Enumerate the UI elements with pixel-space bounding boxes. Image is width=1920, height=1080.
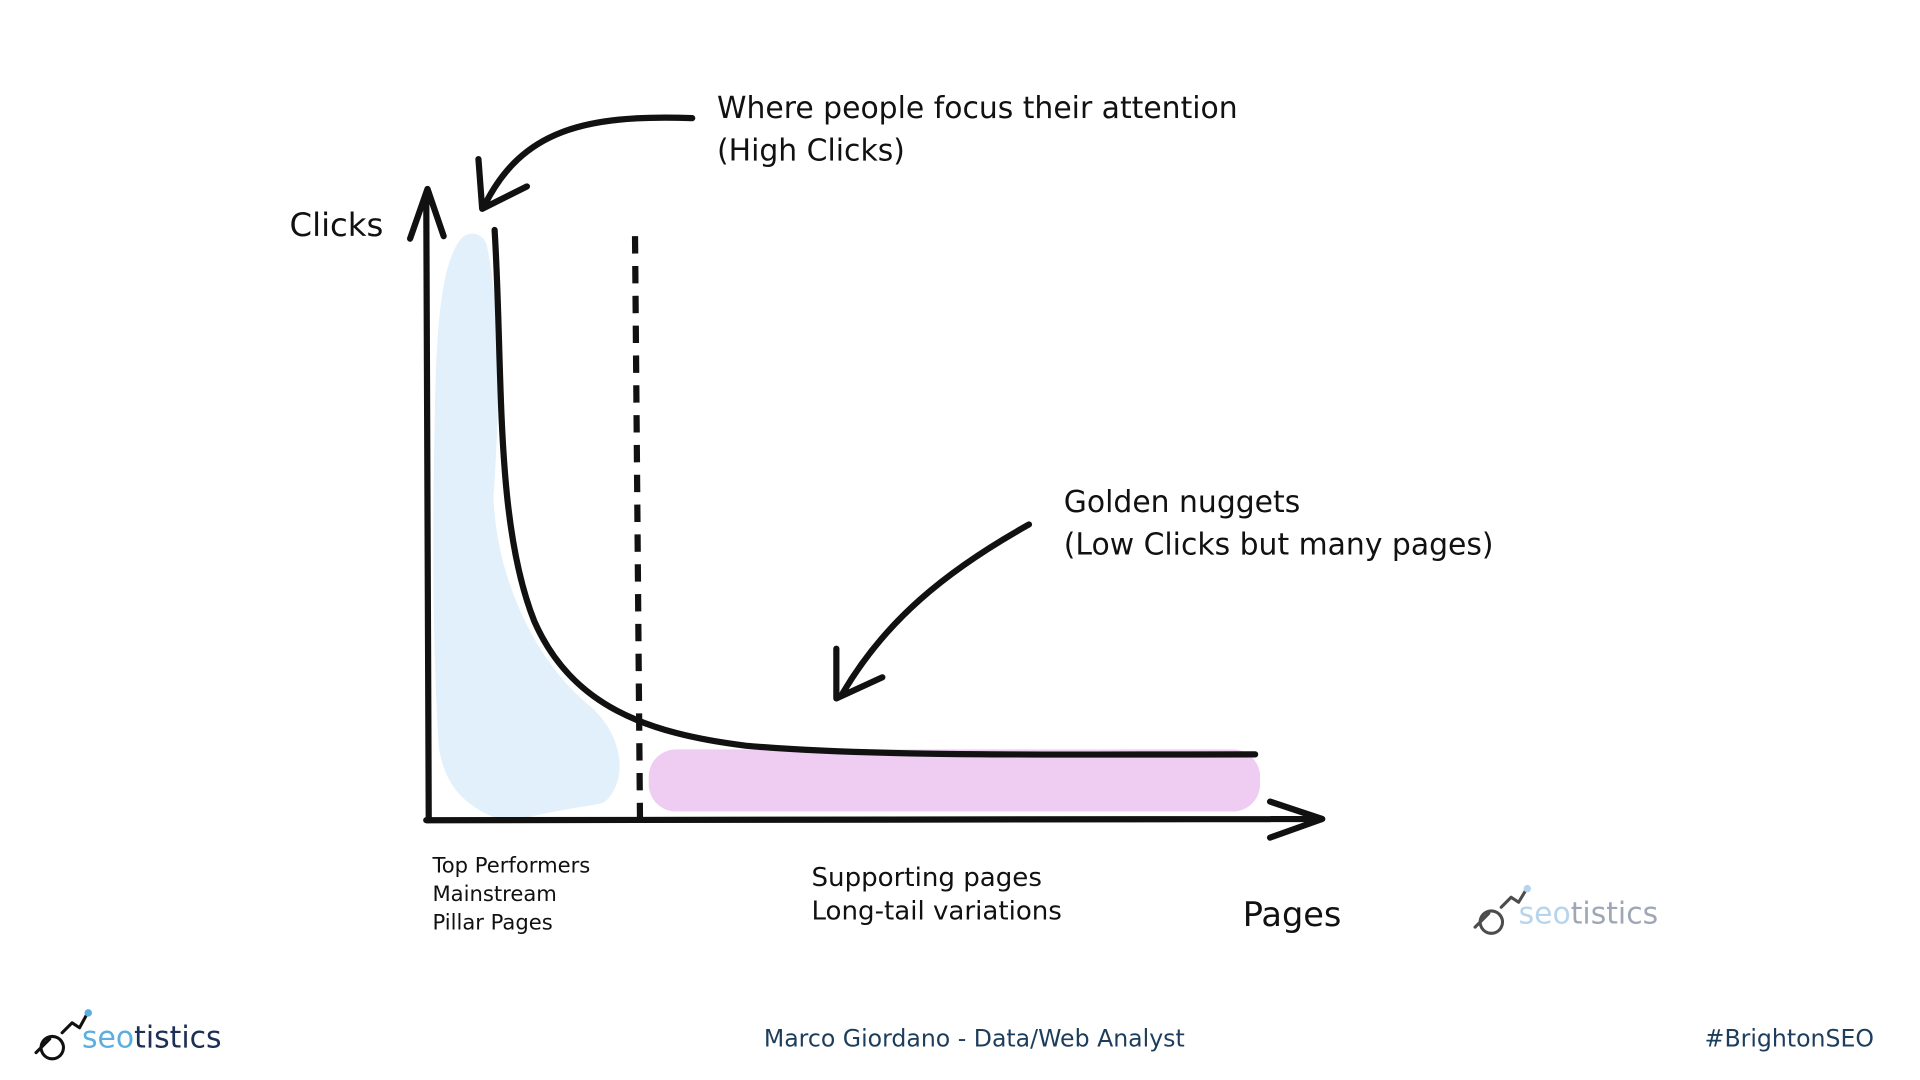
brand-part: tistics (1571, 896, 1658, 931)
attention-arrow (475, 114, 696, 212)
presenter: Marco Giordano - Data/Web Analyst (764, 1024, 1185, 1052)
x-axis (423, 798, 1326, 841)
attention-annotation: Where people focus their attention (High… (717, 91, 1247, 168)
divider-line (631, 236, 644, 821)
footer-logo: seotistics (34, 1009, 222, 1061)
annotation-line: (Low Clicks but many pages) (1064, 527, 1494, 562)
logo-dot (84, 1009, 92, 1017)
annotation-line: (High Clicks) (717, 133, 905, 168)
nuggets-arrow (833, 521, 1033, 702)
annotation-line: Where people focus their attention (717, 91, 1238, 126)
nuggets-annotation: Golden nuggets (Low Clicks but many page… (1064, 485, 1494, 562)
brand-part: seo (1519, 896, 1571, 931)
y-axis-label: Clicks (290, 206, 384, 244)
hashtag: #BrightonSEO (1705, 1024, 1874, 1052)
annotation-line: Golden nuggets (1064, 485, 1300, 520)
logo-dot (1523, 884, 1532, 893)
logo-icon (34, 1012, 89, 1061)
supporting-highlight (648, 749, 1261, 812)
top-performers-highlight (433, 233, 620, 823)
region-line: Supporting pages (811, 863, 1041, 893)
supporting-region-label: Supporting pages Long-tail variations (811, 863, 1061, 927)
watermark-text: seotistics (1519, 896, 1659, 931)
brand-part: seo (82, 1021, 134, 1056)
region-line: Pillar Pages (432, 910, 552, 935)
footer-brand: seotistics (82, 1021, 222, 1056)
region-line: Long-tail variations (811, 897, 1061, 927)
region-line: Top Performers (431, 852, 590, 877)
x-axis-label: Pages (1243, 895, 1342, 934)
watermark-logo: seotistics (1473, 884, 1659, 935)
region-line: Mainstream (432, 881, 556, 906)
top-region-label: Top Performers Mainstream Pillar Pages (431, 852, 597, 934)
brand-part: tistics (134, 1021, 221, 1056)
y-axis (406, 185, 447, 824)
logo-icon (1473, 888, 1528, 935)
